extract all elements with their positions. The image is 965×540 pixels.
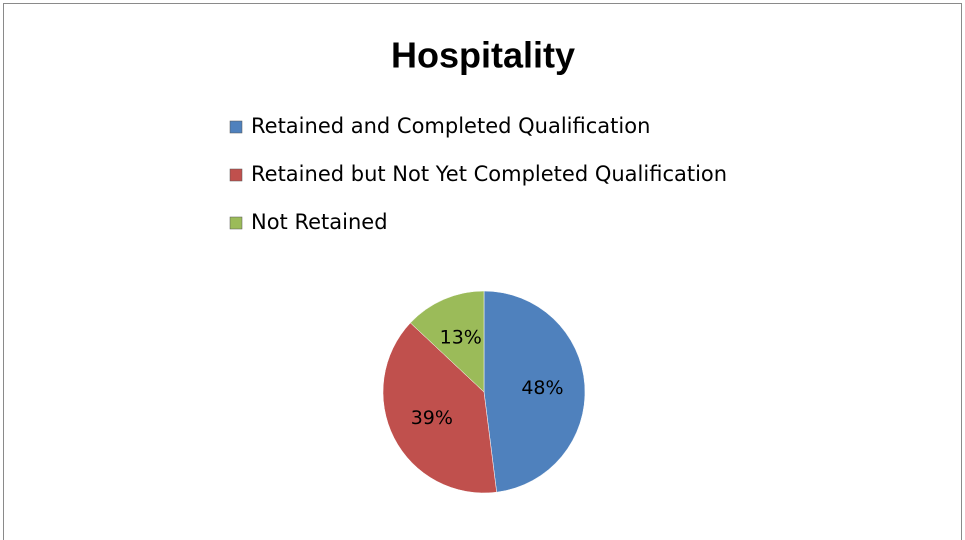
legend-label: Retained but Not Yet Completed Qualifica…: [251, 162, 727, 186]
data-label: 48%: [521, 377, 563, 399]
legend-label: Retained and Completed Qualification: [251, 114, 650, 138]
legend-swatch: [229, 216, 243, 230]
data-label: 39%: [411, 407, 453, 429]
chart-title: Hospitality: [391, 35, 575, 76]
pie-slice: [483, 290, 586, 493]
pie-slice: [382, 322, 497, 494]
pie-slice: [410, 290, 485, 393]
data-label: 13%: [440, 327, 482, 349]
legend-label: Not Retained: [251, 210, 388, 234]
legend-swatch: [229, 120, 243, 134]
legend-swatch: [229, 168, 243, 182]
